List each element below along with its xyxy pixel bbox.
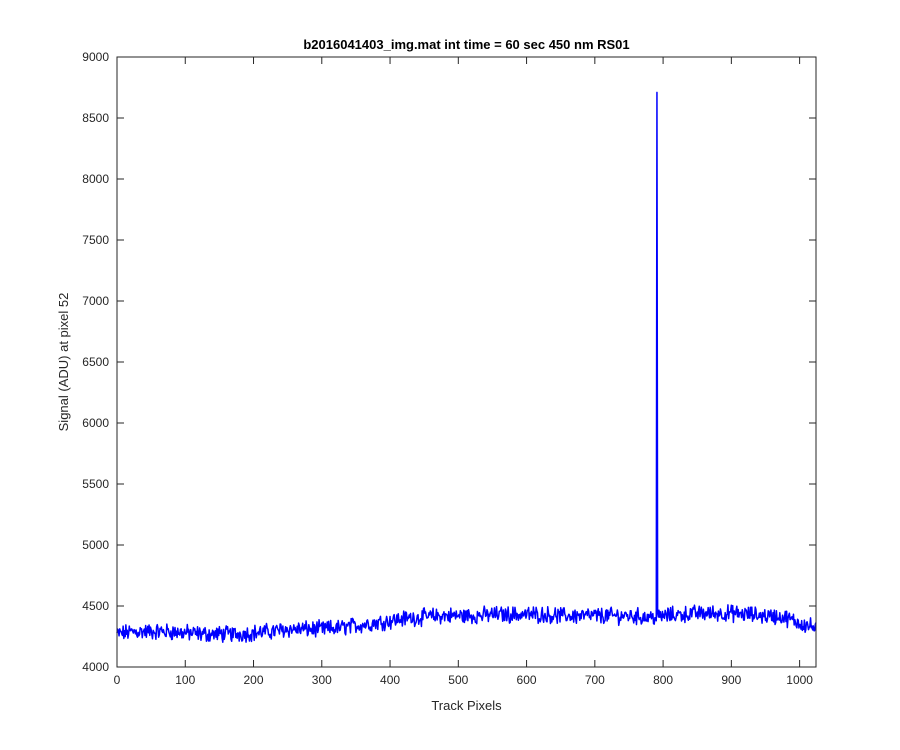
- data-layer: [116, 91, 817, 643]
- y-tick-label: 5000: [82, 538, 109, 552]
- y-axis-label: Signal (ADU) at pixel 52: [56, 293, 71, 432]
- x-axis-label: Track Pixels: [431, 698, 502, 713]
- plot-background: [117, 57, 816, 667]
- x-tick-label: 700: [585, 673, 605, 687]
- y-tick-label: 6500: [82, 355, 109, 369]
- y-tick-label: 4500: [82, 599, 109, 613]
- x-tick-label: 600: [517, 673, 537, 687]
- signal-series-line: [116, 91, 817, 643]
- y-tick-label: 8000: [82, 172, 109, 186]
- y-tick-label: 7000: [82, 294, 109, 308]
- ticks-layer: 4000450050005500600065007000750080008500…: [82, 50, 816, 687]
- y-tick-label: 4000: [82, 660, 109, 674]
- x-tick-label: 800: [653, 673, 673, 687]
- y-tick-label: 5500: [82, 477, 109, 491]
- x-tick-label: 900: [721, 673, 741, 687]
- y-tick-label: 6000: [82, 416, 109, 430]
- x-tick-label: 200: [244, 673, 264, 687]
- x-tick-label: 1000: [786, 673, 813, 687]
- x-tick-label: 100: [175, 673, 195, 687]
- y-tick-label: 8500: [82, 111, 109, 125]
- x-tick-label: 400: [380, 673, 400, 687]
- x-tick-label: 500: [448, 673, 468, 687]
- chart-title: b2016041403_img.mat int time = 60 sec 45…: [303, 37, 629, 52]
- y-tick-label: 9000: [82, 50, 109, 64]
- y-tick-label: 7500: [82, 233, 109, 247]
- x-tick-label: 300: [312, 673, 332, 687]
- x-tick-label: 0: [114, 673, 121, 687]
